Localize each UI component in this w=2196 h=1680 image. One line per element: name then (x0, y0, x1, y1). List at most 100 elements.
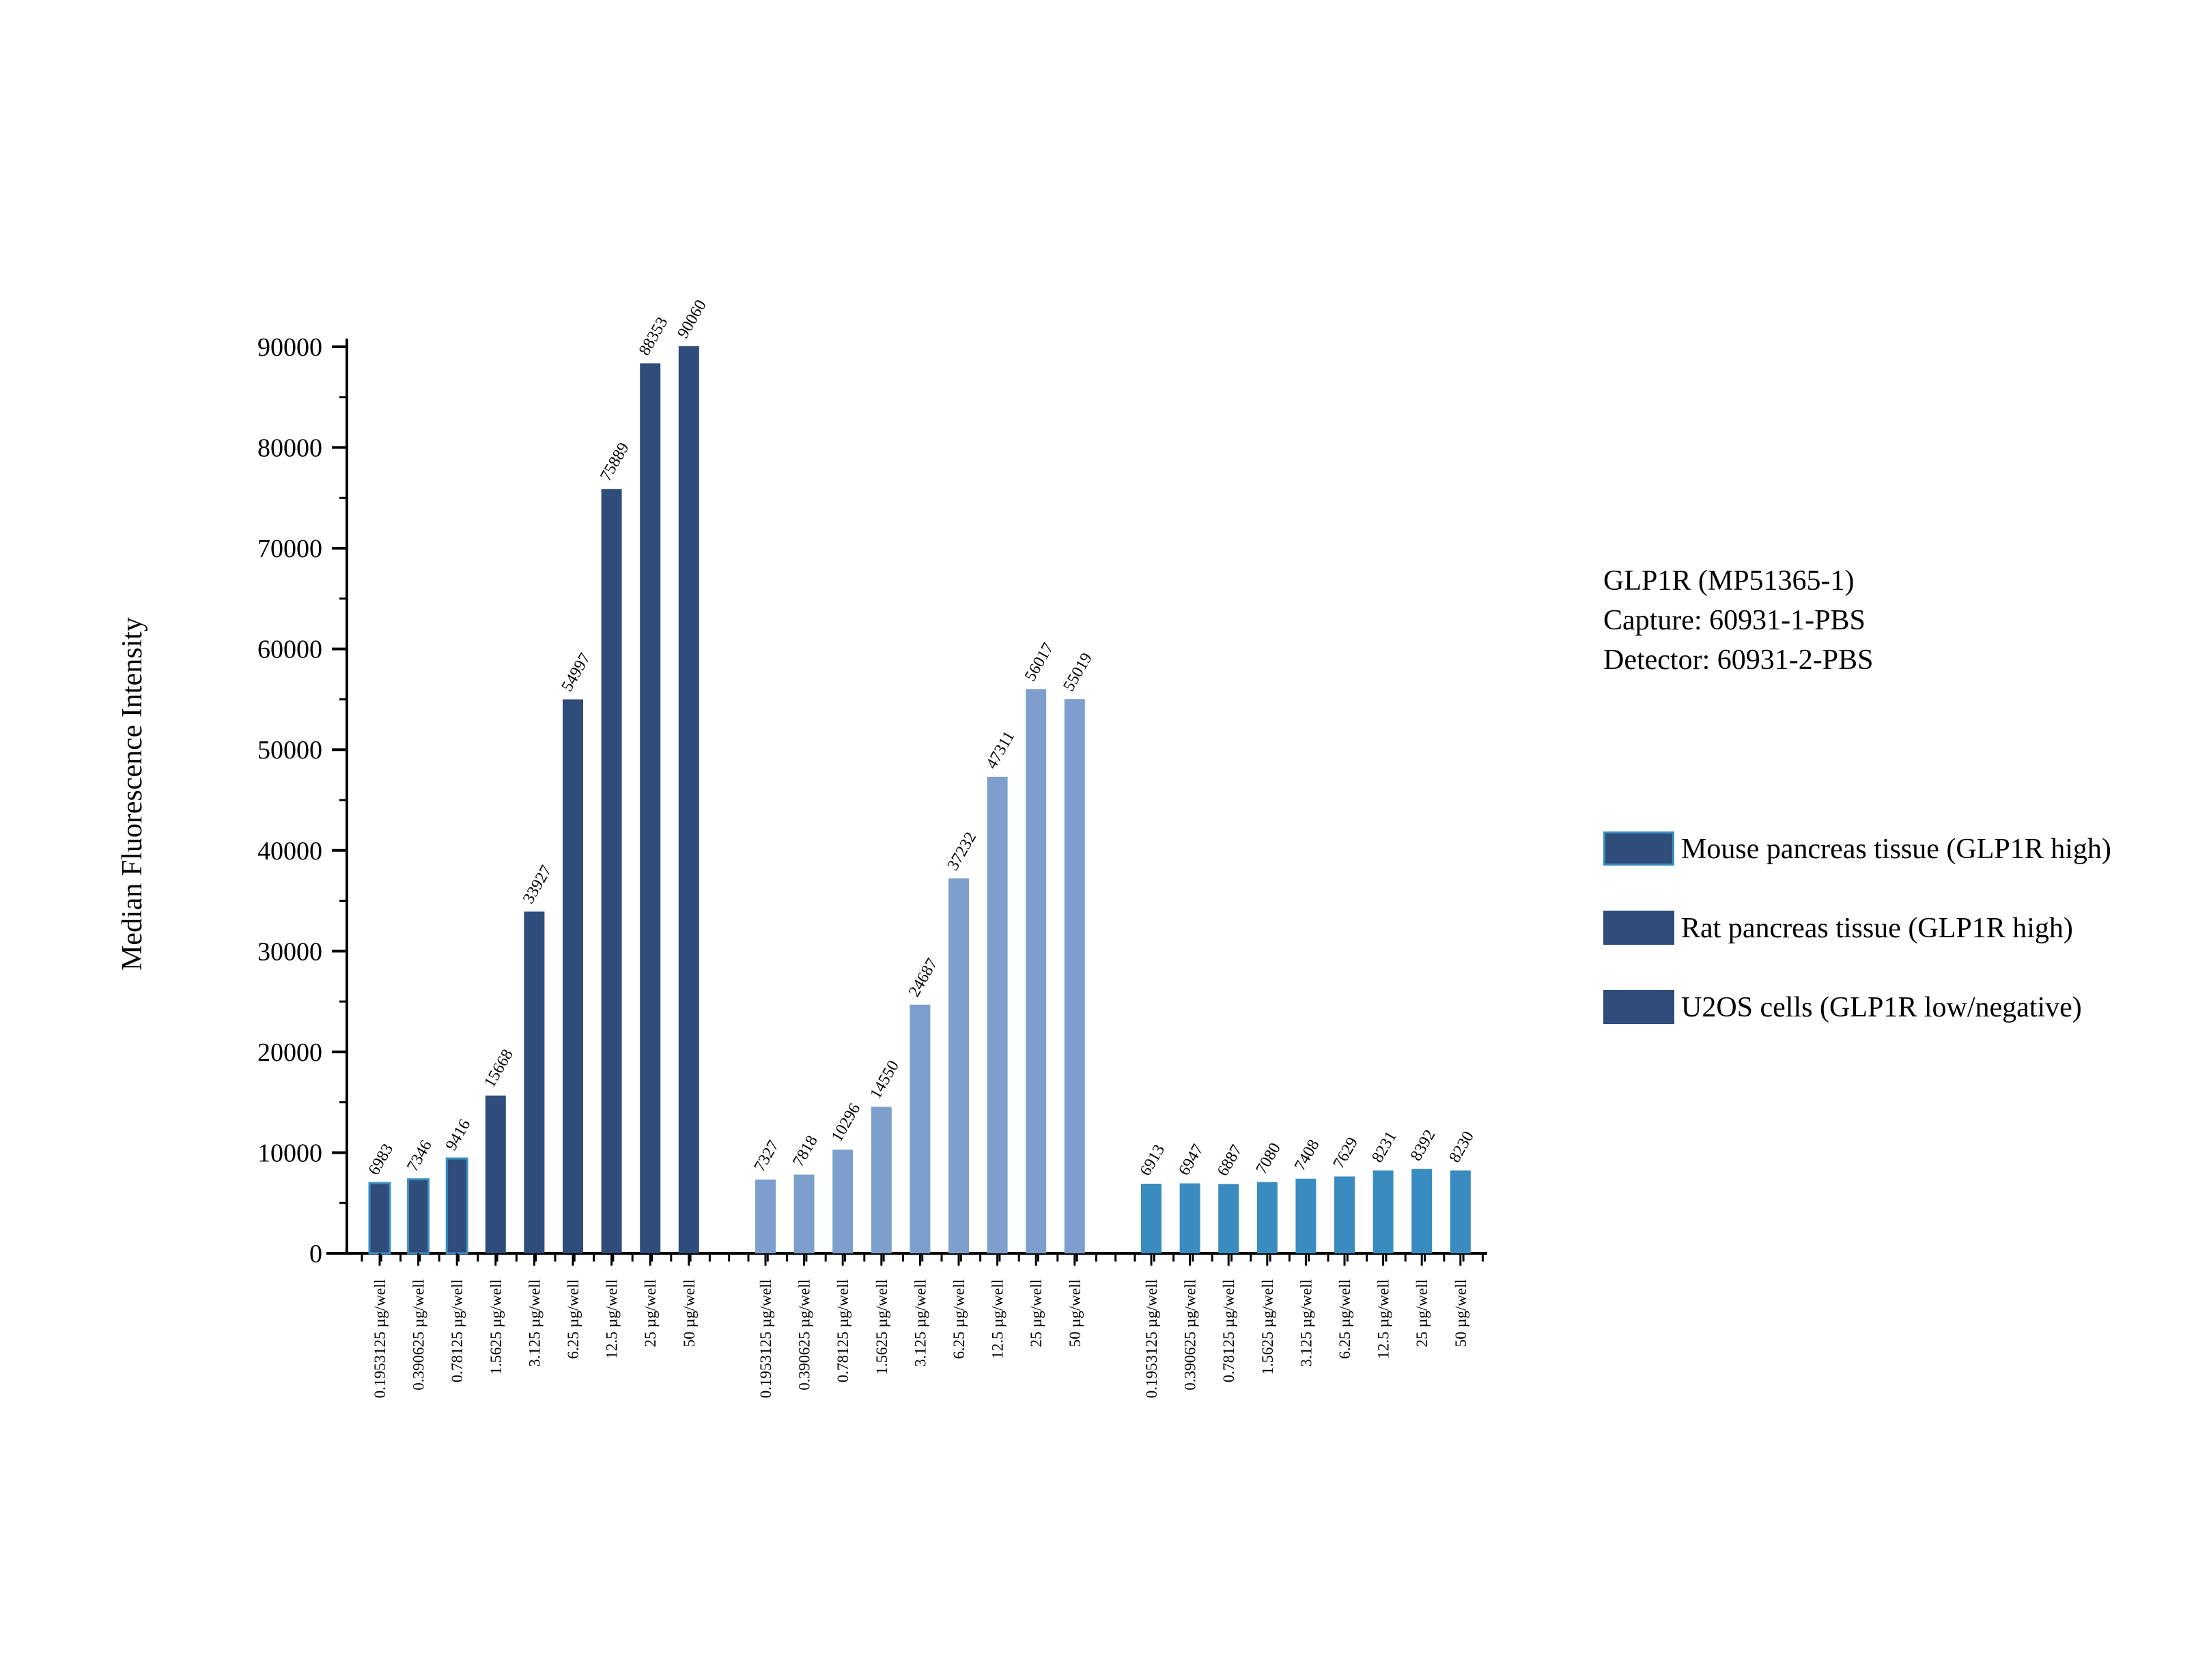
bar (1064, 699, 1085, 1253)
bar (1026, 689, 1047, 1253)
x-category-label: 6.25 µg/well (1336, 1279, 1353, 1359)
y-tick-label: 0 (309, 1240, 322, 1268)
x-category-label: 50 µg/well (1452, 1279, 1469, 1348)
data-label: 7080 (1252, 1140, 1284, 1178)
x-category-label: 0.390625 µg/well (1182, 1279, 1199, 1391)
plot-area: 0 10000 20000 30000 40000 50000 60000 70000 8000… (257, 297, 1487, 1398)
y-tick-label: 50000 (257, 736, 322, 765)
x-category-label: 1.5625 µg/well (488, 1279, 505, 1375)
data-label: 88353 (636, 314, 672, 358)
legend-label-rat: Rat pancreas tissue (GLP1R high) (1681, 913, 2073, 944)
bar (832, 1150, 854, 1253)
assay-title: GLP1R (MP51365-1) (1603, 565, 1855, 597)
bar (601, 489, 622, 1254)
bar (1141, 1183, 1162, 1253)
data-label: 7327 (751, 1137, 783, 1175)
bar (563, 699, 583, 1253)
data-label: 15668 (481, 1047, 517, 1091)
y-axis-title: Median Fluorescence Intensity (117, 617, 148, 971)
x-category-label: 0.78125 µg/well (449, 1279, 466, 1382)
x-category-label: 0.390625 µg/well (410, 1279, 427, 1391)
bar (1218, 1184, 1239, 1253)
data-label: 33927 (520, 862, 556, 907)
data-label: 6887 (1214, 1142, 1246, 1180)
legend-swatch-mouse (1603, 831, 1674, 866)
x-category-label: 25 µg/well (1413, 1279, 1431, 1348)
capture-antibody: Capture: 60931-1-PBS (1603, 605, 1866, 636)
data-label: 24687 (905, 956, 942, 1000)
x-category-label: 0.390625 µg/well (796, 1279, 813, 1391)
data-label: 6913 (1137, 1141, 1169, 1179)
x-category-label: 0.78125 µg/well (834, 1279, 851, 1382)
data-label: 6947 (1175, 1141, 1207, 1179)
x-category-label: 0.1953125 µg/well (371, 1279, 389, 1398)
assay-info: GLP1R (MP51365-1) Capture: 60931-1-PBS D… (1603, 561, 1873, 680)
data-label: 8231 (1368, 1128, 1400, 1166)
bar (485, 1095, 506, 1253)
data-label: 90060 (674, 297, 710, 341)
bar (524, 911, 545, 1253)
x-category-label: 6.25 µg/well (565, 1279, 582, 1359)
bar (1179, 1183, 1200, 1253)
data-label: 7818 (789, 1133, 821, 1170)
data-label: 10296 (828, 1100, 864, 1145)
x-category-label: 1.5625 µg/well (1259, 1279, 1276, 1375)
y-tick-label: 40000 (257, 837, 322, 866)
bar (793, 1174, 815, 1253)
data-label: 54997 (559, 651, 595, 695)
x-category-label: 0.1953125 µg/well (1143, 1279, 1160, 1398)
y-tick-label: 10000 (257, 1139, 322, 1167)
data-label: 55019 (1060, 650, 1096, 694)
bar (871, 1107, 892, 1253)
bar (987, 776, 1008, 1253)
bar (678, 346, 699, 1254)
legend-label-mouse: Mouse pancreas tissue (GLP1R high) (1681, 834, 2111, 865)
x-category-label: 3.125 µg/well (1297, 1279, 1314, 1367)
y-tick-label: 60000 (257, 636, 322, 664)
data-label: 56017 (1022, 640, 1058, 684)
x-category-label: 0.78125 µg/well (1220, 1279, 1237, 1382)
x-category-label: 0.1953125 µg/well (757, 1279, 774, 1398)
data-label: 75889 (597, 440, 633, 484)
y-tick-label: 70000 (257, 535, 322, 563)
bar (910, 1004, 931, 1253)
x-category-label: 50 µg/well (681, 1279, 698, 1348)
bar (1411, 1169, 1433, 1253)
bar (1295, 1178, 1317, 1253)
data-label: 6983 (365, 1141, 397, 1178)
x-category-label: 50 µg/well (1067, 1279, 1084, 1348)
y-tick-label: 80000 (257, 434, 322, 463)
bar (1334, 1176, 1355, 1253)
data-label: 37232 (944, 829, 981, 874)
x-category-label: 1.5625 µg/well (873, 1279, 890, 1375)
x-category-label: 6.25 µg/well (951, 1279, 968, 1359)
bar (948, 878, 969, 1253)
bar (445, 1157, 468, 1255)
data-label: 47311 (983, 728, 1018, 772)
legend-swatch-u2os (1603, 990, 1674, 1024)
data-label: 8230 (1446, 1128, 1478, 1166)
y-tick-label: 20000 (257, 1038, 322, 1067)
data-label: 7346 (404, 1137, 436, 1175)
x-category-label: 3.125 µg/well (526, 1279, 543, 1367)
x-category-label: 12.5 µg/well (604, 1279, 621, 1359)
data-label: 7408 (1291, 1137, 1323, 1174)
legend-label-u2os: U2OS cells (GLP1R low/negative) (1681, 992, 2082, 1023)
x-category-label: 12.5 µg/well (1375, 1279, 1392, 1359)
x-category-label: 25 µg/well (1028, 1279, 1045, 1348)
bar (755, 1179, 776, 1253)
bar (1450, 1170, 1471, 1253)
y-tick-label: 90000 (257, 333, 322, 362)
bar (640, 363, 661, 1253)
bar (1372, 1170, 1394, 1253)
x-category-label: 3.125 µg/well (912, 1279, 929, 1367)
data-label: 9416 (442, 1116, 475, 1154)
data-label: 7629 (1330, 1135, 1362, 1172)
x-category-label: 12.5 µg/well (989, 1279, 1006, 1359)
bar (407, 1178, 430, 1255)
y-tick-label: 30000 (257, 937, 322, 966)
detector-antibody: Detector: 60931-2-PBS (1603, 644, 1874, 676)
bar (368, 1182, 391, 1255)
data-label: 14550 (867, 1057, 903, 1102)
